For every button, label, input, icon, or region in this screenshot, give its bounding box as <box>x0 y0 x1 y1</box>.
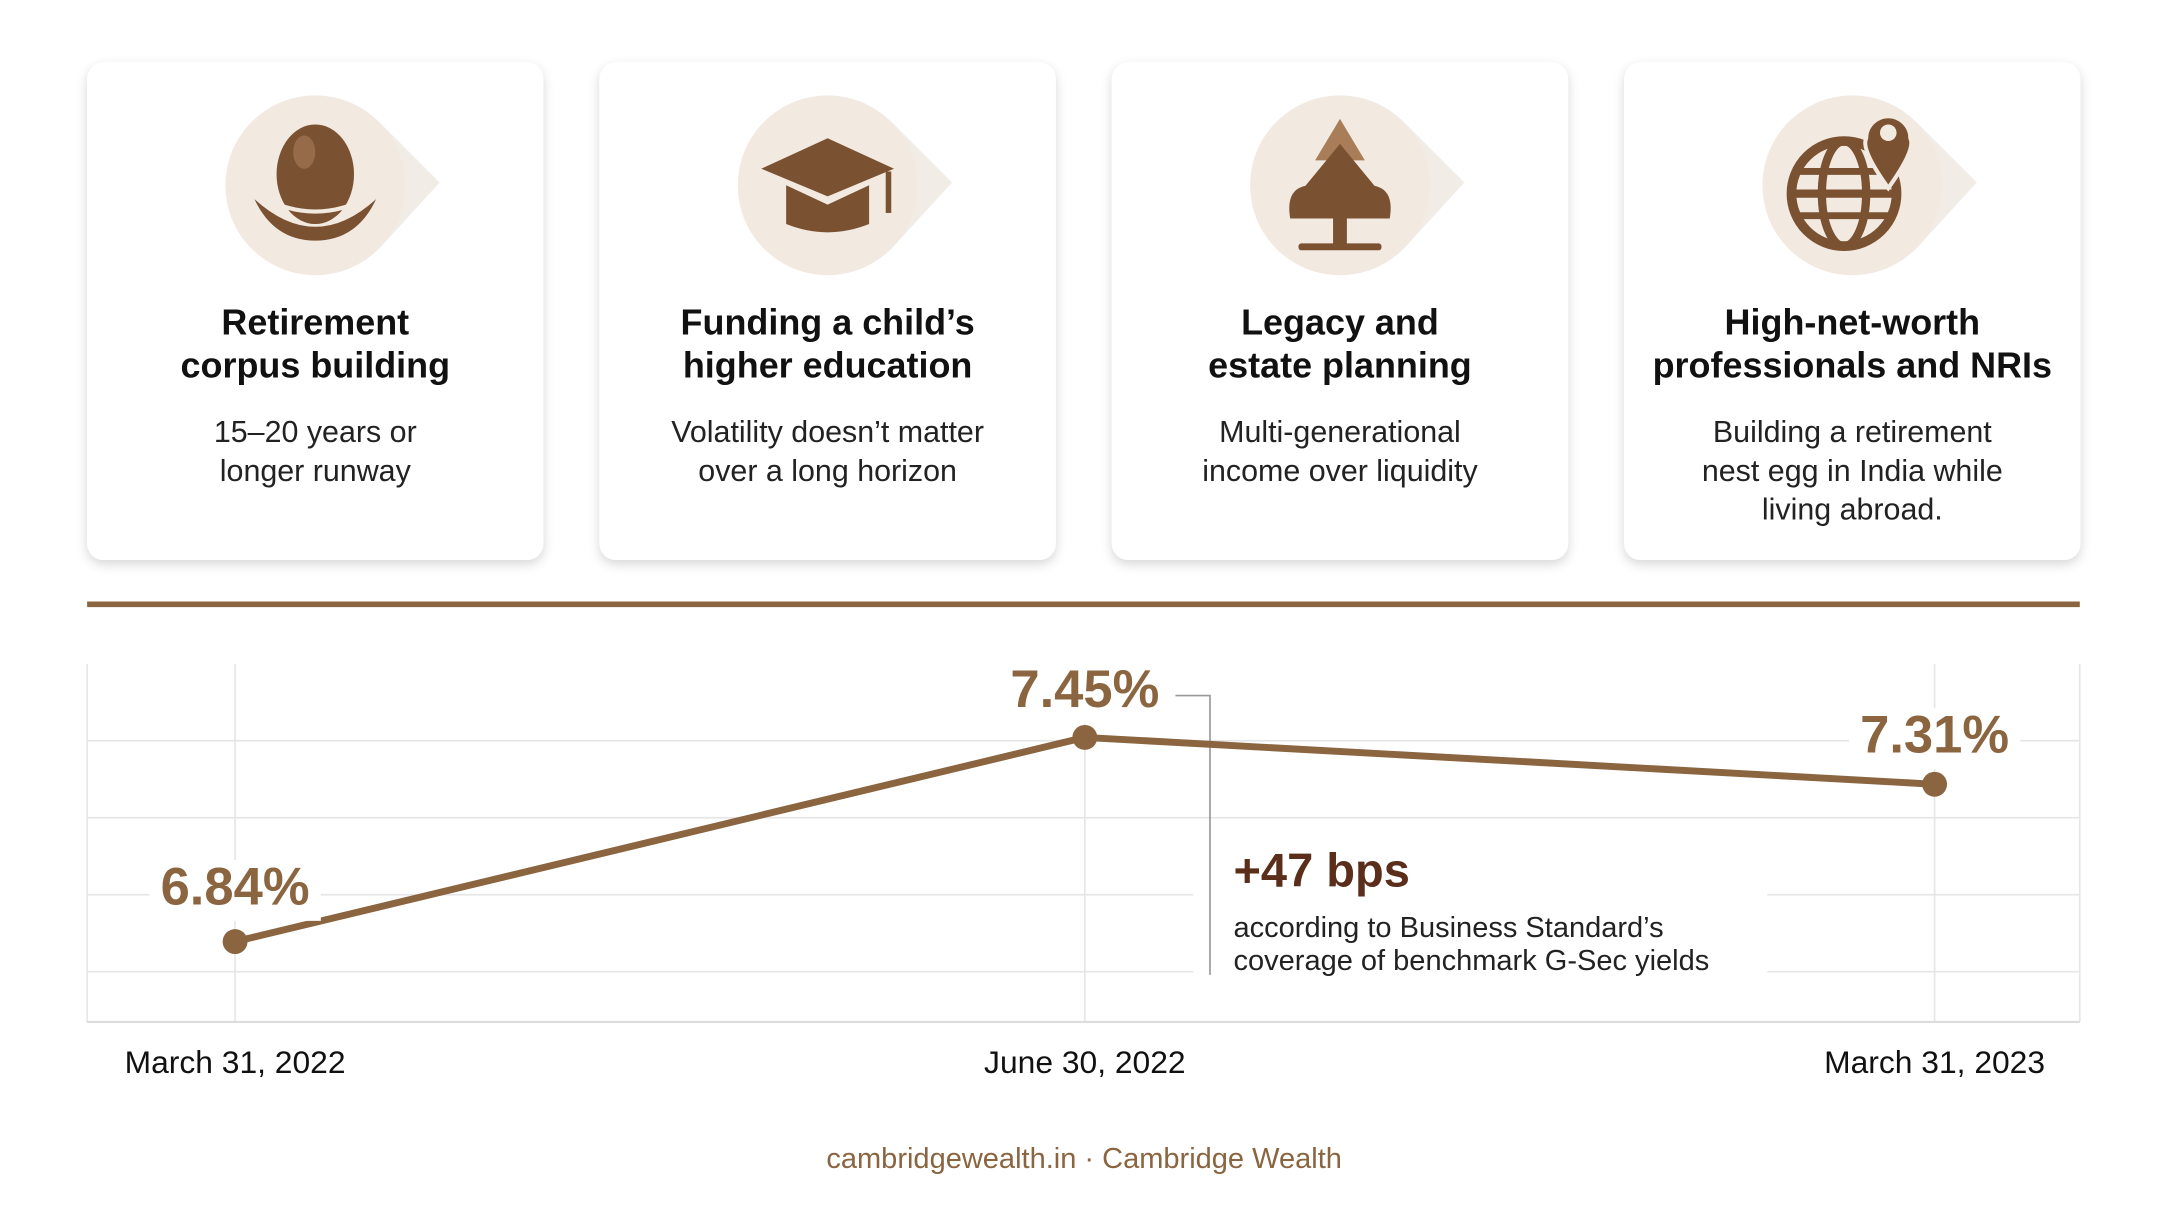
x-tick-label: March 31, 2022 <box>125 1044 346 1080</box>
point <box>222 929 248 955</box>
card-text: 15–20 years or <box>214 415 417 449</box>
icon-shape <box>1333 212 1347 247</box>
icon-shape <box>1298 243 1382 251</box>
icon-shape <box>254 199 377 241</box>
annotation-bracket <box>1175 694 1211 975</box>
icon-shape <box>1315 118 1365 161</box>
card-title: Retirement <box>221 301 409 342</box>
label-background <box>149 860 321 921</box>
card-title: Legacy and <box>1241 301 1439 342</box>
card-text: living abroad. <box>1762 493 1943 527</box>
card-text: Volatility doesn’t matter <box>671 415 984 449</box>
card-title: Funding a child’s <box>681 301 975 342</box>
card-text: nest egg in India while <box>1702 454 2003 488</box>
card-title: estate planning <box>1208 344 1472 385</box>
annotation-text: according to Business Standard’s <box>1233 912 1663 944</box>
icon-shape <box>786 185 870 233</box>
label-background <box>999 662 1171 724</box>
icon-shape <box>761 138 895 197</box>
card-title: High-net-worth <box>1725 301 1980 342</box>
label-background <box>1848 708 2021 770</box>
card-text: Building a retirement <box>1713 415 1992 449</box>
icon-shape <box>1863 114 1914 192</box>
annotation-title: +47 bps <box>1233 843 1409 896</box>
icon-shape <box>258 194 372 214</box>
card-title: professionals and NRIs <box>1653 344 2052 385</box>
card-text: longer runway <box>220 454 412 488</box>
icon-shape <box>1289 185 1391 219</box>
annotation-text: coverage of benchmark G-Sec yields <box>1233 945 1709 977</box>
value-label: 7.31% <box>1860 706 2009 765</box>
card-text: Multi-generational <box>1219 415 1461 449</box>
value-label: 7.45% <box>1010 660 1159 719</box>
footer: cambridgewealth.in · Cambridge Wealth <box>826 1143 1342 1175</box>
card-text: income over liquidity <box>1202 454 1478 488</box>
annotation-background <box>1193 829 1768 982</box>
point <box>1072 724 1098 750</box>
icon-shape <box>293 135 316 169</box>
point <box>1922 771 1948 797</box>
x-tick-label: June 30, 2022 <box>984 1044 1186 1080</box>
card-title: higher education <box>683 344 973 385</box>
x-tick-label: March 31, 2023 <box>1824 1044 2045 1080</box>
card-title: corpus building <box>181 344 451 385</box>
card-text: over a long horizon <box>698 454 957 488</box>
chart: March 31, 2022 June 30, 2022 March 31, 202… <box>86 660 2081 1080</box>
value-label: 6.84% <box>161 857 310 916</box>
icon-shape <box>1879 124 1897 142</box>
icon-shape <box>1301 143 1379 191</box>
